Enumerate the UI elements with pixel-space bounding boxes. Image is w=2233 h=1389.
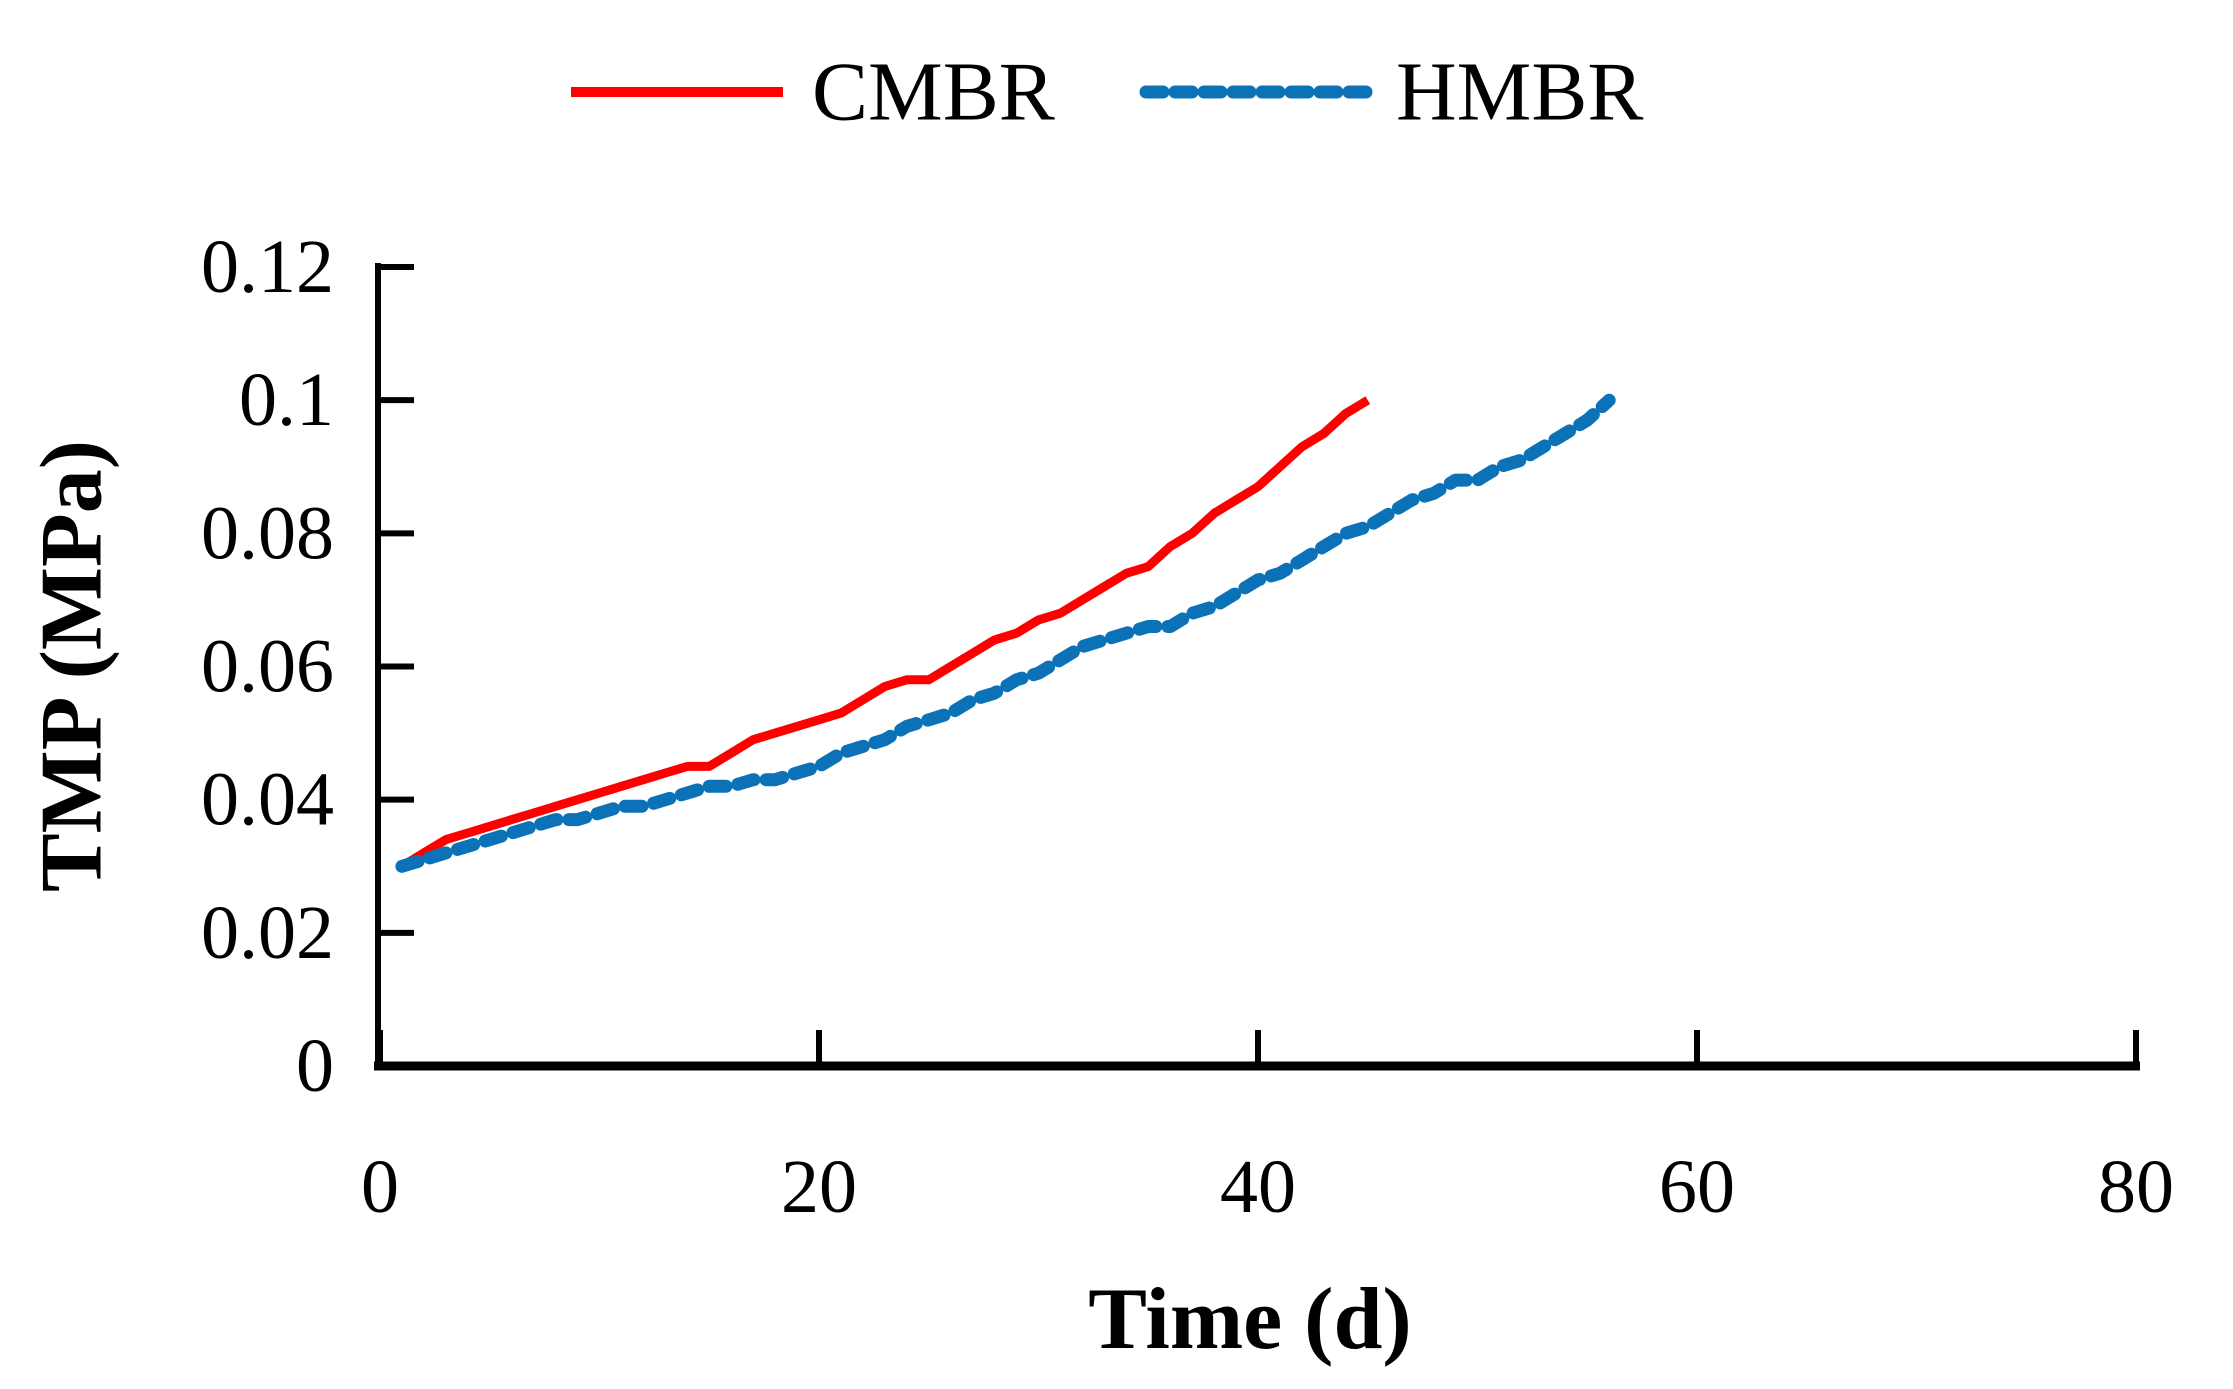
x-tick-label: 80 xyxy=(2098,1145,2174,1229)
x-tick-label: 0 xyxy=(361,1145,399,1229)
y-axis: 0 0.02 0.04 0.06 0.08 0.1 0.12 xyxy=(201,225,414,1108)
y-tick-label: 0.02 xyxy=(201,891,334,975)
cmbr-line xyxy=(399,396,1371,871)
y-tick-label: 0.1 xyxy=(239,358,334,442)
x-tick-label: 20 xyxy=(781,1145,857,1229)
x-tick-label: 40 xyxy=(1220,1145,1296,1229)
legend: CMBR HMBR xyxy=(571,46,1643,139)
x-axis-title: Time (d) xyxy=(1088,1271,1411,1368)
series-lines xyxy=(395,393,1616,873)
hmbr-line xyxy=(395,393,1616,873)
legend-hmbr-label: HMBR xyxy=(1396,46,1643,139)
y-tick-label: 0.04 xyxy=(201,758,334,842)
y-tick-label: 0 xyxy=(296,1024,334,1108)
y-axis-title: TMP (MPa) xyxy=(24,440,121,892)
legend-cmbr-label: CMBR xyxy=(812,46,1055,139)
y-tick-label: 0.08 xyxy=(201,491,334,575)
x-axis: 0 20 40 60 80 xyxy=(361,1030,2174,1229)
y-tick-label: 0.12 xyxy=(201,225,334,309)
y-tick-label: 0.06 xyxy=(201,625,334,709)
x-tick-label: 60 xyxy=(1659,1145,1735,1229)
